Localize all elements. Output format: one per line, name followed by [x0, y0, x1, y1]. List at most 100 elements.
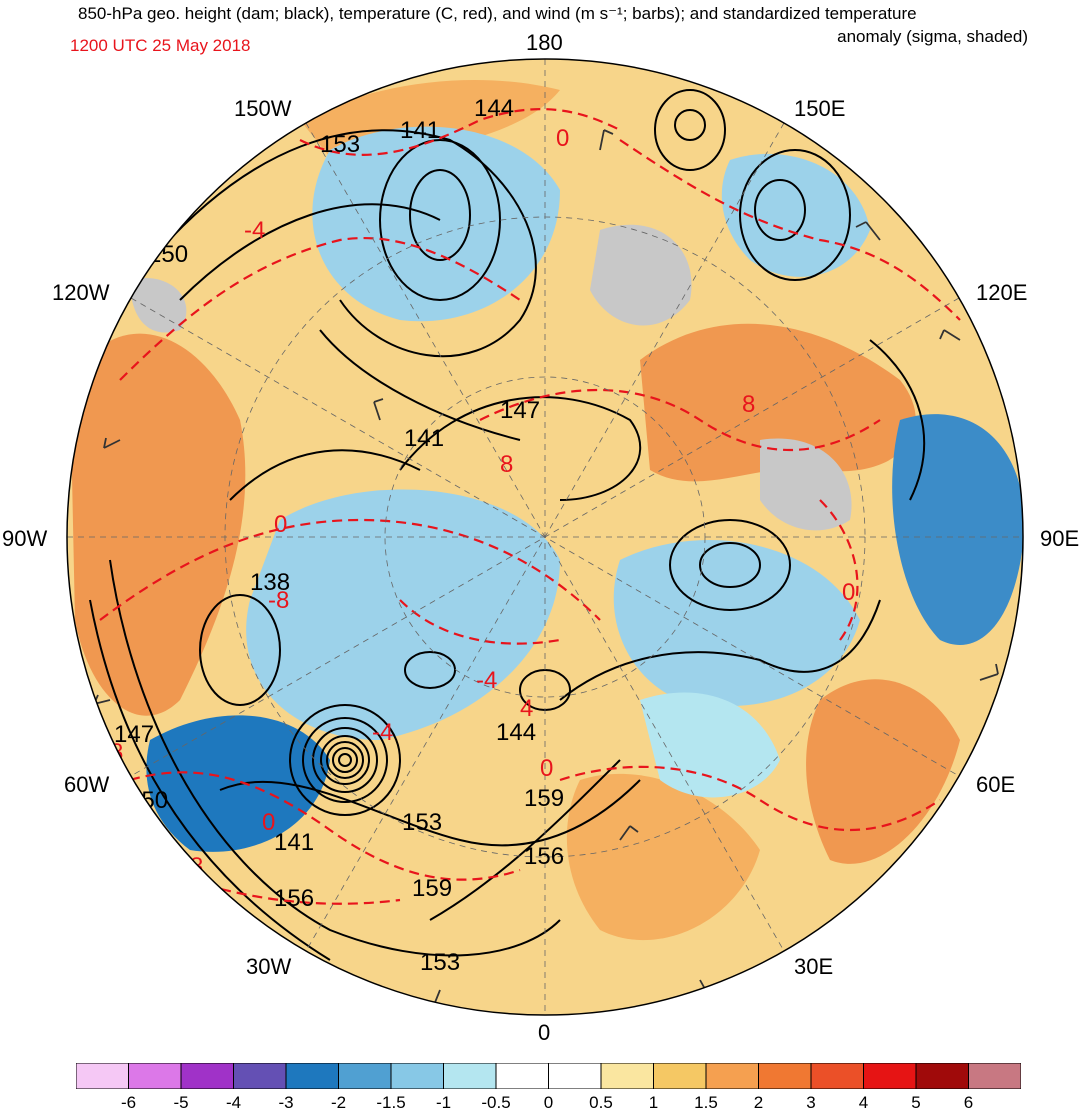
- colorbar-swatch: [653, 1063, 707, 1089]
- colorbar-tick-label: 6: [963, 1093, 974, 1112]
- colorbar-swatch: [810, 1063, 864, 1089]
- colorbar-tick-label: -1.5: [376, 1093, 406, 1112]
- warm-anomaly-region: [806, 679, 960, 864]
- colorbar-tick-label: 1.5: [694, 1093, 718, 1112]
- colorbar-swatch: [128, 1063, 182, 1089]
- colorbar-swatch: [76, 1063, 129, 1089]
- height-label: 141: [404, 425, 444, 452]
- height-label: 153: [420, 949, 460, 976]
- lon-label-60w: 60W: [64, 772, 110, 797]
- colorbar: [76, 1063, 1021, 1089]
- gray-land-region: [760, 438, 852, 531]
- colorbar-swatch: [863, 1063, 917, 1089]
- lon-label-120e: 120E: [976, 280, 1028, 305]
- temperature-label: 8: [742, 391, 755, 418]
- colorbar-swatch: [548, 1063, 602, 1089]
- temperature-contours: [99, 107, 961, 905]
- colorbar-swatch: [390, 1063, 444, 1089]
- height-label: 156: [274, 885, 314, 912]
- height-label: 153: [402, 809, 442, 836]
- temperature-label: -4: [372, 719, 393, 746]
- height-label: 156: [524, 843, 564, 870]
- colorbar-swatch: [600, 1063, 654, 1089]
- lon-label-60e: 60E: [976, 772, 1016, 797]
- lon-label-30e: 30E: [794, 954, 834, 979]
- lon-label-right: 90E: [1040, 526, 1080, 551]
- gray-land-region: [590, 224, 692, 326]
- colorbar-swatch: [443, 1063, 497, 1089]
- height-label: 147: [114, 721, 154, 748]
- temperature-label: 0: [556, 125, 569, 152]
- colorbar-swatch: [338, 1063, 392, 1089]
- colorbar-tick-label: 0.5: [589, 1093, 613, 1112]
- low-pressure-center: [289, 704, 401, 816]
- colorbar-tick-label: -5: [173, 1093, 189, 1112]
- temperature-label: 0: [540, 755, 553, 782]
- colorbar-swatch: [968, 1063, 1021, 1089]
- colorbar-tick-label: 5: [911, 1093, 921, 1112]
- cold-anomaly-region: [246, 489, 561, 740]
- temperature-label: -4: [244, 217, 265, 244]
- colorbar-tick-label: -1: [435, 1093, 452, 1112]
- map-title-continued: anomaly (sigma, shaded): [837, 27, 1028, 46]
- lon-label-top: 180: [526, 30, 563, 55]
- cold-anomaly-region: [721, 153, 870, 277]
- height-label: 144: [474, 95, 514, 122]
- colorbar-tick-label: 2: [753, 1093, 764, 1112]
- temperature-label: -8: [268, 587, 289, 614]
- temperature-label: 8: [190, 853, 203, 880]
- colorbar-labels: -6 -5 -4 -3 -2 -1.5 -1 -0.5 0 0.5 1 1.5 2 3 4 5 6: [76, 1093, 1021, 1113]
- gray-land-region: [130, 278, 187, 333]
- polar-map: 144 141 153 150 147 141 138 147 150 141 …: [66, 58, 1024, 1016]
- height-label: 147: [500, 397, 540, 424]
- height-label: 141: [274, 829, 314, 856]
- colorbar-tick-label: -6: [120, 1093, 137, 1112]
- temperature-label: 0: [842, 579, 855, 606]
- colorbar-swatch: [285, 1063, 339, 1089]
- temperature-label: 8: [500, 451, 513, 478]
- contour-labels: 144 141 153 150 147 141 138 147 150 141 …: [110, 95, 855, 976]
- height-label: 150: [128, 787, 168, 814]
- cold-anomaly-region: [892, 414, 1023, 645]
- height-label: 159: [524, 785, 564, 812]
- colorbar-swatch: [495, 1063, 549, 1089]
- cold-anomaly-region: [640, 692, 780, 798]
- temperature-label: 0: [274, 511, 287, 538]
- colorbar-tick-label: -2: [330, 1093, 347, 1112]
- height-contours: [89, 89, 925, 961]
- colorbar-swatch: [915, 1063, 969, 1089]
- graticule: [67, 59, 1023, 1015]
- colorbar-tick-label: -3: [278, 1093, 294, 1112]
- colorbar-swatch: [758, 1063, 812, 1089]
- lon-label-left: 90W: [2, 526, 48, 551]
- colorbar-swatch: [705, 1063, 759, 1089]
- height-label: 144: [496, 719, 536, 746]
- lon-label-bottom: 0: [538, 1020, 551, 1045]
- temperature-label: -4: [476, 667, 497, 694]
- temperature-label: 8: [110, 739, 123, 766]
- cold-anomaly-region: [613, 540, 860, 707]
- warm-anomaly-region: [70, 333, 246, 716]
- colorbar-tick-label: -4: [225, 1093, 242, 1112]
- height-label: 153: [320, 131, 360, 158]
- lon-label-30w: 30W: [246, 954, 292, 979]
- height-label: 141: [400, 117, 440, 144]
- lon-label-150w: 150W: [234, 96, 292, 121]
- colorbar-tick-label: 4: [858, 1093, 869, 1112]
- cold-anomaly-region: [312, 126, 560, 322]
- height-label: 159: [412, 875, 452, 902]
- colorbar-tick-label: 0: [543, 1093, 554, 1112]
- colorbar-tick-label: 1: [648, 1093, 659, 1112]
- colorbar-swatch: [233, 1063, 287, 1089]
- colorbar-swatch: [180, 1063, 234, 1089]
- colorbar-tick-label: 3: [806, 1093, 816, 1112]
- map-border: [66, 58, 1024, 1016]
- height-label: 138: [250, 569, 290, 596]
- map-title: 850-hPa geo. height (dam; black), temper…: [78, 4, 917, 23]
- lon-label-150e: 150E: [794, 96, 846, 121]
- warm-anomaly-region: [566, 773, 760, 941]
- temperature-label: 0: [262, 809, 275, 836]
- height-label: 150: [148, 241, 188, 268]
- valid-time: 1200 UTC 25 May 2018: [70, 36, 251, 55]
- lon-label-120w: 120W: [52, 280, 110, 305]
